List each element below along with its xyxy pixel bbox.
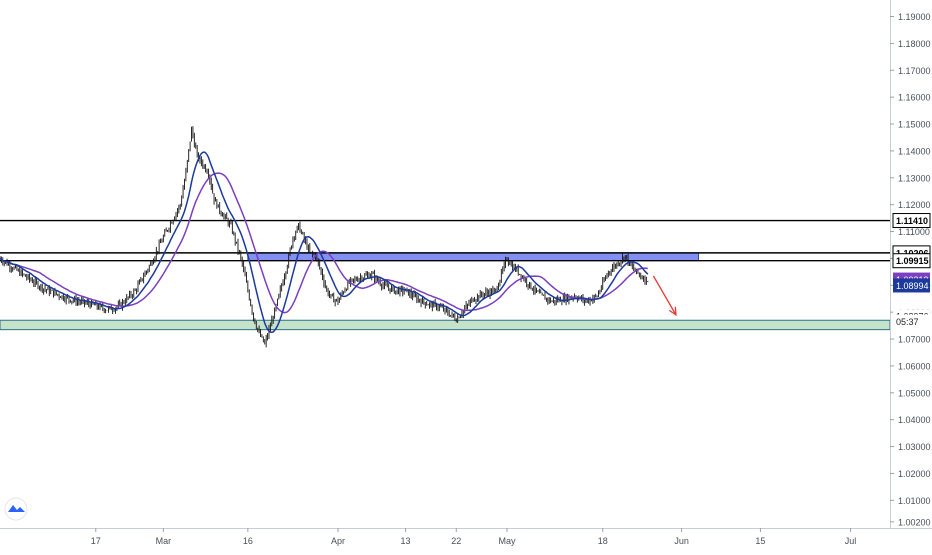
y-tick-label: 1.19000	[898, 12, 931, 22]
x-tick-label: Jul	[845, 536, 857, 546]
x-tick-label: May	[498, 536, 516, 546]
x-tick-label: Apr	[331, 536, 345, 546]
y-tick-label: 1.04000	[898, 415, 931, 425]
zone-rect	[0, 319, 891, 331]
y-tick-label: 1.16000	[898, 93, 931, 103]
y-tick-label: 1.02000	[898, 469, 931, 479]
arrow-head	[668, 306, 677, 317]
level-label: 1.09915	[896, 256, 929, 266]
y-tick-label: 1.07000	[898, 335, 931, 345]
x-tick-label: 22	[451, 536, 461, 546]
y-tick-label: 1.00200	[898, 517, 931, 527]
price-axis[interactable]: 1.19000 1.18000 1.17000 1.16000 1.15000 1.140…	[890, 0, 932, 550]
y-tick-label: 1.14000	[898, 146, 931, 156]
arrow-shaft	[652, 275, 677, 316]
price-label-box	[893, 278, 930, 293]
x-tick-label: 18	[598, 536, 608, 546]
price-label: 05:37	[896, 317, 919, 327]
y-tick-label: 1.17000	[898, 66, 931, 76]
y-tick-label: 1.01000	[898, 496, 931, 506]
y-tick-label: 1.06000	[898, 361, 931, 371]
y-tick-label: 1.13000	[898, 173, 931, 183]
candles-layer	[0, 126, 649, 348]
y-tick-label: 1.03000	[898, 442, 931, 452]
x-tick-label: Jun	[674, 536, 689, 546]
x-tick-label: Mar	[156, 536, 172, 546]
level-label-box	[892, 253, 931, 269]
ma-fast-line	[0, 151, 649, 334]
time-axis[interactable]: 17 Mar 16 Apr 13 22 May 18 Jun 15 Jul	[0, 528, 932, 550]
price-label-box	[893, 314, 930, 329]
x-tick-label: 16	[243, 536, 253, 546]
x-tick-label: 15	[755, 536, 765, 546]
level-label: 1.11410	[896, 216, 928, 226]
annotation-layer	[652, 275, 677, 317]
level-label-box	[892, 213, 931, 229]
x-tick-label: 17	[91, 536, 101, 546]
levels-layer	[0, 219, 890, 262]
y-tick-label: 1.12000	[898, 200, 931, 210]
y-tick-label: 1.05000	[898, 388, 931, 398]
tradingview-cloud-icon[interactable]	[4, 497, 28, 521]
y-tick-label: 1.15000	[898, 120, 931, 130]
moving-averages-layer	[0, 151, 649, 334]
time-axis-bg	[0, 528, 932, 550]
price-label: 1.08994	[896, 281, 929, 291]
y-tick-label: 1.11000	[898, 227, 930, 237]
ma-slow-line	[0, 172, 648, 314]
x-tick-label: 13	[401, 536, 411, 546]
y-tick-label: 1.18000	[898, 39, 931, 49]
